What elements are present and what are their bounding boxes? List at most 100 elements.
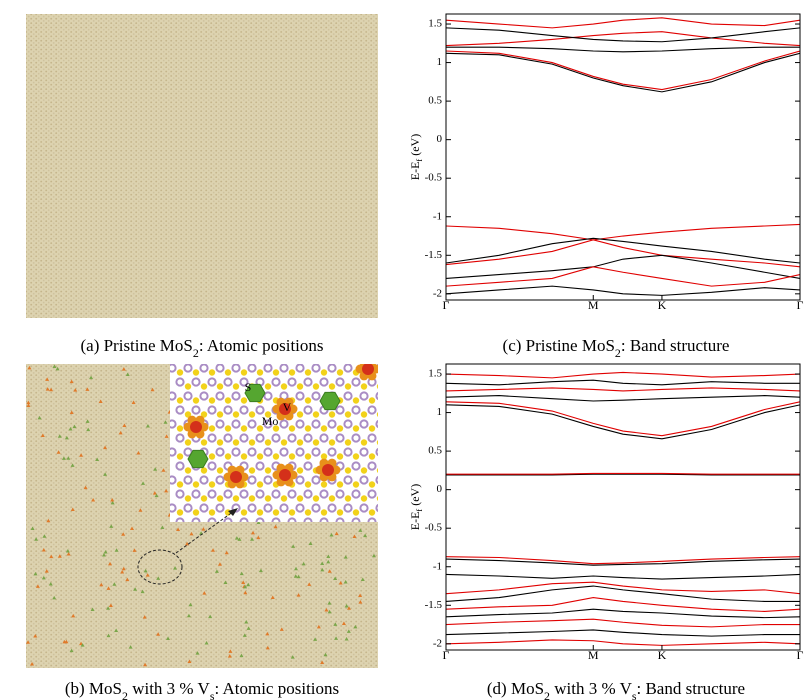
defect bbox=[69, 648, 74, 653]
pristine-lattice-image bbox=[26, 14, 378, 318]
defect bbox=[69, 410, 74, 414]
mo-atom bbox=[311, 503, 321, 513]
defect bbox=[341, 621, 346, 625]
s-atom bbox=[184, 383, 192, 390]
mo-atom bbox=[343, 447, 353, 457]
s-atom bbox=[385, 509, 391, 515]
s-atom bbox=[320, 425, 328, 432]
s-atom bbox=[393, 411, 399, 417]
defect bbox=[353, 624, 358, 629]
mo-atom bbox=[335, 517, 345, 522]
defect bbox=[237, 537, 242, 541]
defect bbox=[323, 652, 328, 657]
s-atom bbox=[312, 411, 320, 418]
defect bbox=[223, 580, 228, 585]
s-atom bbox=[304, 397, 312, 404]
s-atom bbox=[360, 383, 368, 390]
mo-atom bbox=[215, 364, 225, 373]
y-tick-label: 1.5 bbox=[428, 368, 442, 380]
s-atom bbox=[385, 453, 391, 459]
y-tick-label: -1 bbox=[433, 560, 442, 572]
defect bbox=[244, 620, 249, 624]
defect bbox=[66, 456, 71, 460]
defect bbox=[114, 548, 119, 552]
s-atom bbox=[296, 383, 304, 390]
defect bbox=[160, 525, 165, 529]
mo-atom bbox=[263, 391, 273, 401]
mo-atom bbox=[343, 419, 353, 429]
mo-atom bbox=[311, 391, 321, 401]
band-line bbox=[446, 639, 800, 646]
subscript: 2 bbox=[193, 346, 199, 360]
defect bbox=[68, 427, 73, 431]
substituted-site bbox=[244, 383, 266, 403]
mo-atom bbox=[175, 377, 185, 387]
band-line bbox=[446, 17, 800, 29]
y-tick-label: -2 bbox=[433, 287, 442, 299]
defect bbox=[201, 527, 206, 531]
text-run: (c) Pristine MoS bbox=[503, 336, 615, 355]
mo-atom bbox=[215, 447, 225, 457]
s-atom bbox=[360, 411, 368, 418]
mo-atom bbox=[215, 503, 225, 513]
mo-atom bbox=[263, 419, 273, 429]
defect bbox=[57, 554, 62, 558]
mo-atom bbox=[231, 419, 241, 429]
s-atom bbox=[200, 467, 208, 474]
s-atom bbox=[256, 509, 264, 516]
image-caption: (a) Pristine MoS2: Atomic positions bbox=[80, 336, 323, 360]
defect bbox=[108, 561, 113, 566]
s-atom bbox=[385, 369, 391, 375]
defect bbox=[108, 603, 113, 608]
subscript: f bbox=[415, 509, 424, 512]
s-atom bbox=[240, 397, 248, 404]
band-line bbox=[446, 401, 800, 437]
s-atom bbox=[360, 467, 368, 474]
defect bbox=[185, 541, 190, 546]
subscript: 2 bbox=[544, 689, 550, 700]
s-atom bbox=[344, 495, 352, 502]
s-atom bbox=[192, 369, 200, 376]
x-tick-label: K bbox=[658, 648, 667, 662]
mo-atom bbox=[263, 475, 273, 485]
text-run: E-E bbox=[408, 512, 422, 531]
mo-atom bbox=[303, 517, 313, 522]
s-atom bbox=[328, 383, 336, 390]
mo-atom bbox=[287, 377, 297, 387]
defect bbox=[279, 627, 284, 631]
mo-atom bbox=[367, 405, 377, 415]
defect bbox=[273, 524, 278, 529]
s-atom bbox=[368, 509, 376, 516]
mo-atom bbox=[223, 489, 233, 499]
defect bbox=[250, 537, 255, 541]
s-atom bbox=[280, 495, 288, 502]
neighbor-atom bbox=[199, 422, 209, 432]
mo-atom bbox=[303, 489, 313, 499]
chart-caption: (d) MoS2 with 3 % Vs: Band structure bbox=[487, 679, 745, 700]
defect bbox=[243, 584, 248, 589]
defect bbox=[42, 534, 47, 538]
defect bbox=[142, 615, 147, 619]
x-tick-label: Γ bbox=[797, 298, 804, 312]
defect bbox=[243, 590, 248, 595]
s-atom bbox=[224, 453, 232, 460]
mo-atom bbox=[170, 503, 177, 513]
defect bbox=[265, 631, 270, 636]
s-atom bbox=[208, 453, 216, 460]
mo-atom bbox=[191, 517, 201, 522]
s-atom bbox=[288, 369, 296, 376]
defect bbox=[106, 633, 111, 638]
mo-atom bbox=[367, 489, 377, 499]
s-atom bbox=[176, 369, 184, 376]
defect bbox=[346, 606, 351, 610]
vacancy-atom bbox=[279, 403, 291, 415]
mo-atom bbox=[170, 475, 177, 485]
mo-atom bbox=[359, 475, 369, 485]
s-atom bbox=[208, 509, 216, 516]
defect bbox=[26, 640, 31, 644]
neighbor-atom bbox=[355, 364, 365, 374]
s-atom bbox=[216, 411, 224, 418]
y-tick-label: -1.5 bbox=[425, 599, 443, 611]
mo-atom bbox=[295, 475, 305, 485]
defect bbox=[62, 639, 67, 644]
